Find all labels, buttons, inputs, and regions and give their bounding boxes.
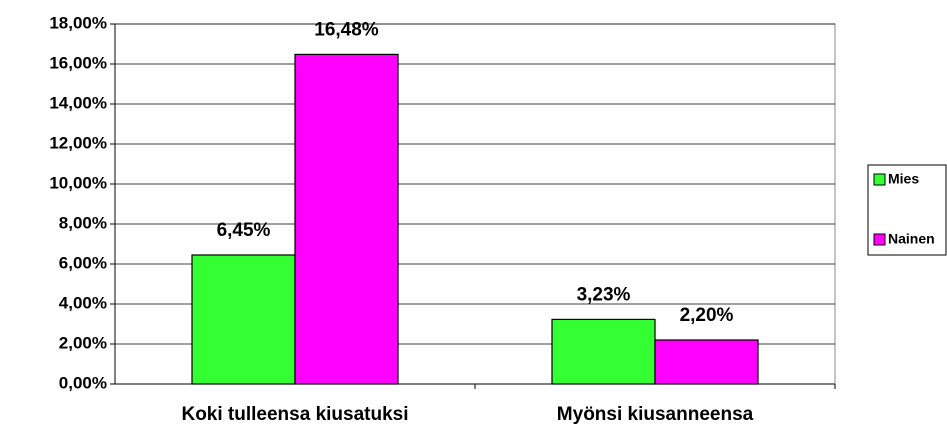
x-tick-label: Myönsi kiusanneensa [557,404,754,425]
y-tick-label: 10,00% [49,173,107,192]
legend-label: Mies [888,171,919,187]
y-tick-label: 4,00% [59,293,107,312]
y-tick-label: 14,00% [49,93,107,112]
value-label: 3,23% [577,284,631,305]
bar [551,318,656,385]
y-tick-label: 2,00% [59,333,107,352]
bar [191,254,296,385]
value-label: 2,20% [680,305,734,326]
legend-swatch [873,173,886,186]
value-label: 6,45% [217,220,271,241]
value-label: 16,48% [314,19,379,40]
y-tick-label: 18,00% [49,13,107,32]
x-tick-label: Koki tulleensa kiusatuksi [181,404,408,425]
bar [294,53,399,385]
y-tick-label: 0,00% [59,373,107,392]
bar [654,339,759,385]
y-tick-label: 8,00% [59,213,107,232]
legend-swatch [873,233,886,246]
legend-label: Nainen [888,231,935,247]
y-tick-label: 12,00% [49,133,107,152]
y-tick-label: 16,00% [49,53,107,72]
y-tick-label: 6,00% [59,253,107,272]
